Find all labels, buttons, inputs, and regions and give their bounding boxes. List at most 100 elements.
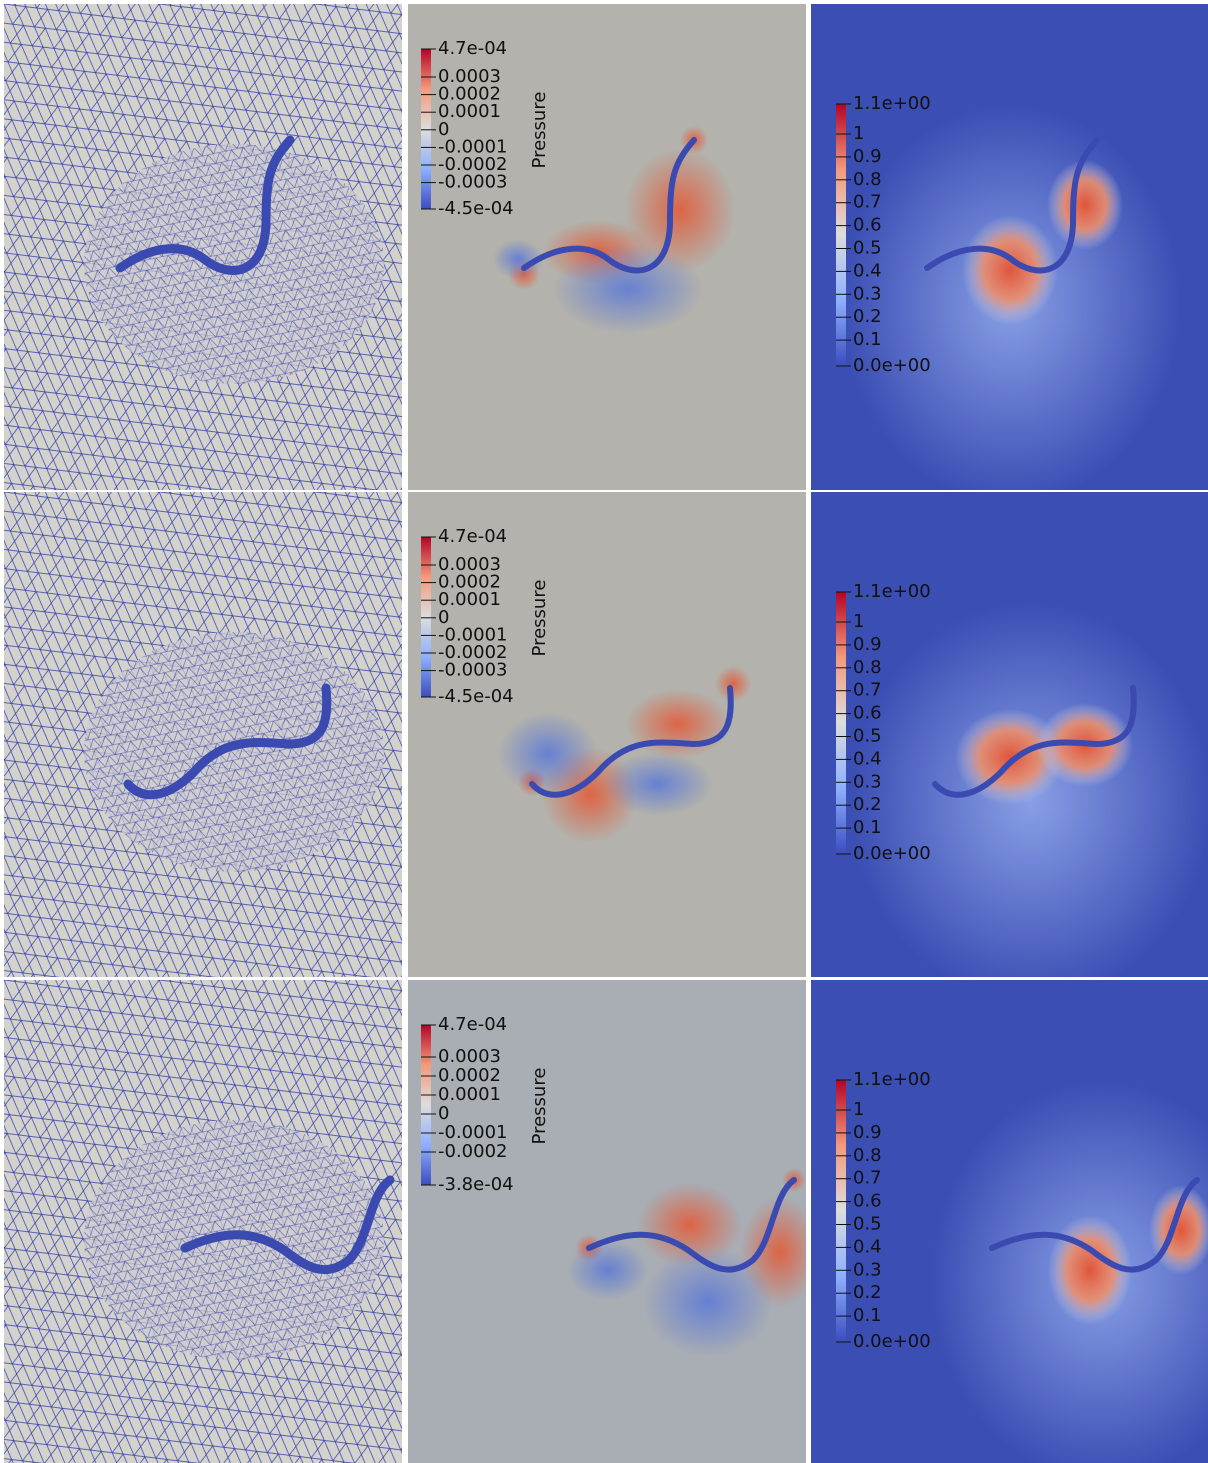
colorbar-label: 0.1 <box>853 817 882 838</box>
colorbar-label: 0.3 <box>853 283 882 304</box>
colorbar-label: -4.5e-04 <box>438 198 514 219</box>
colorbar-title: Pressure <box>529 1068 550 1145</box>
colorbar <box>836 104 846 366</box>
colorbar <box>836 1080 846 1342</box>
pressure-panel: 4.7e-04 0.00030.00020.00010-0.0001-0.0002… <box>408 4 806 490</box>
colorbar-label: 0.8 <box>853 1145 882 1166</box>
colorbar-title: Pressure <box>529 580 550 657</box>
mesh-panel <box>4 492 402 977</box>
colorbar-label: 0.3 <box>853 771 882 792</box>
pressure-field <box>638 1183 742 1267</box>
pressure-field <box>493 239 543 279</box>
pressure-field <box>553 244 703 334</box>
pressure-panel: 4.7e-04 0.00030.00020.00010-0.0001-0.0002… <box>408 980 806 1463</box>
filament <box>180 1175 395 1274</box>
mesh-refinement <box>84 144 384 384</box>
colorbar-label: -4.5e-04 <box>438 686 514 707</box>
colorbar <box>421 1025 431 1185</box>
colorbar-label: 1.1e+00 <box>853 1069 931 1090</box>
colorbar-label: 0.0003 <box>438 1046 501 1067</box>
colorbar-label: 0.2 <box>853 306 882 327</box>
pressure-field <box>715 666 751 702</box>
colorbar-label: 0.7 <box>853 192 882 213</box>
mesh-panel <box>4 980 402 1463</box>
colorbar <box>836 592 846 854</box>
colorbar-label: 0.5 <box>853 1214 882 1235</box>
colorbar-label: 0.2 <box>853 794 882 815</box>
colorbar-label: 0.9 <box>853 146 882 167</box>
colorbar-label: 0 <box>438 1103 449 1124</box>
colorbar-label: 0.4 <box>853 1236 882 1257</box>
colorbar-label: 0.6 <box>853 215 882 236</box>
colorbar-label: 0.9 <box>853 634 882 655</box>
colorbar-label: 0.2 <box>853 1282 882 1303</box>
pressure-field <box>643 1247 773 1357</box>
colorbar-label: 4.7e-04 <box>438 1014 507 1035</box>
colorbar-label: 0.5 <box>853 238 882 259</box>
colorbar-label: -3.8e-04 <box>438 1174 514 1195</box>
filament <box>529 685 734 798</box>
colorbar-label: 0.6 <box>853 703 882 724</box>
colorbar-label: 0.4 <box>853 260 882 281</box>
colorbar-label: -0.0001 <box>438 1122 507 1143</box>
colorbar-label: 0.4 <box>853 748 882 769</box>
colorbar-label: -0.0003 <box>438 172 507 193</box>
velocity-panel: 1.1e+00 10.90.80.70.60.50.40.30.20.1 0.0e+… <box>811 980 1208 1463</box>
colorbar-label: 0.0001 <box>438 101 501 122</box>
colorbar-label: 0.0002 <box>438 572 501 593</box>
colorbar-label: 4.7e-04 <box>438 526 507 547</box>
colorbar-label: 0.0e+00 <box>853 355 931 376</box>
colorbar-label: 0.8 <box>853 169 882 190</box>
colorbar-label: -0.0001 <box>438 136 507 157</box>
pressure-field <box>603 752 713 816</box>
colorbar-label: 0 <box>438 119 449 140</box>
mesh-refinement <box>84 1120 384 1360</box>
pressure-background <box>408 492 806 977</box>
velocity-panel: 1.1e+00 10.90.80.70.60.50.40.30.20.1 0.0e+… <box>811 492 1208 978</box>
colorbar-label: 1 <box>853 611 864 632</box>
mesh-panel <box>4 4 402 490</box>
colorbar-label: 0.6 <box>853 1191 882 1212</box>
colorbar-label: 0.0003 <box>438 554 501 575</box>
colorbar-label: 1.1e+00 <box>853 93 931 114</box>
filament <box>924 137 1100 274</box>
colorbar <box>421 49 431 209</box>
velocity-field <box>1048 1215 1132 1325</box>
colorbar-label: 0.0001 <box>438 589 501 610</box>
filament <box>586 1177 797 1273</box>
colorbar-label: -0.0001 <box>438 624 507 645</box>
colorbar-label: -0.0002 <box>438 154 507 175</box>
velocity-field <box>955 709 1065 805</box>
mesh-refinement <box>84 632 384 872</box>
colorbar-label: 0.0001 <box>438 1084 501 1105</box>
colorbar-label: 1.1e+00 <box>853 581 931 602</box>
pressure-field <box>625 148 735 272</box>
colorbar-label: 0 <box>438 607 449 628</box>
colorbar-label: 0.5 <box>853 726 882 747</box>
colorbar-title: Pressure <box>529 92 550 169</box>
colorbar-label: 0.0002 <box>438 1065 501 1086</box>
colorbar-label: 0.7 <box>853 1168 882 1189</box>
colorbar-label: -0.0002 <box>438 1141 507 1162</box>
colorbar-label: 1 <box>853 1099 864 1120</box>
colorbar-label: 0.8 <box>853 657 882 678</box>
filament <box>123 683 332 800</box>
colorbar <box>421 537 431 697</box>
colorbar-label: 4.7e-04 <box>438 38 507 59</box>
pressure-field <box>568 1240 648 1300</box>
colorbar-label: 0.1 <box>853 1305 882 1326</box>
colorbar-label: 0.0e+00 <box>853 843 931 864</box>
velocity-field <box>851 602 1208 978</box>
velocity-field <box>962 215 1058 325</box>
pressure-field <box>626 689 730 759</box>
filament <box>521 137 697 274</box>
filament <box>989 1177 1200 1273</box>
colorbar-label: 0.3 <box>853 1259 882 1280</box>
colorbar-label: -0.0002 <box>438 642 507 663</box>
colorbar-label: 0.0002 <box>438 84 501 105</box>
colorbar-label: 1 <box>853 123 864 144</box>
colorbar-label: -0.0003 <box>438 660 507 681</box>
pressure-panel: 4.7e-04 0.00030.00020.00010-0.0001-0.0002… <box>408 492 806 977</box>
